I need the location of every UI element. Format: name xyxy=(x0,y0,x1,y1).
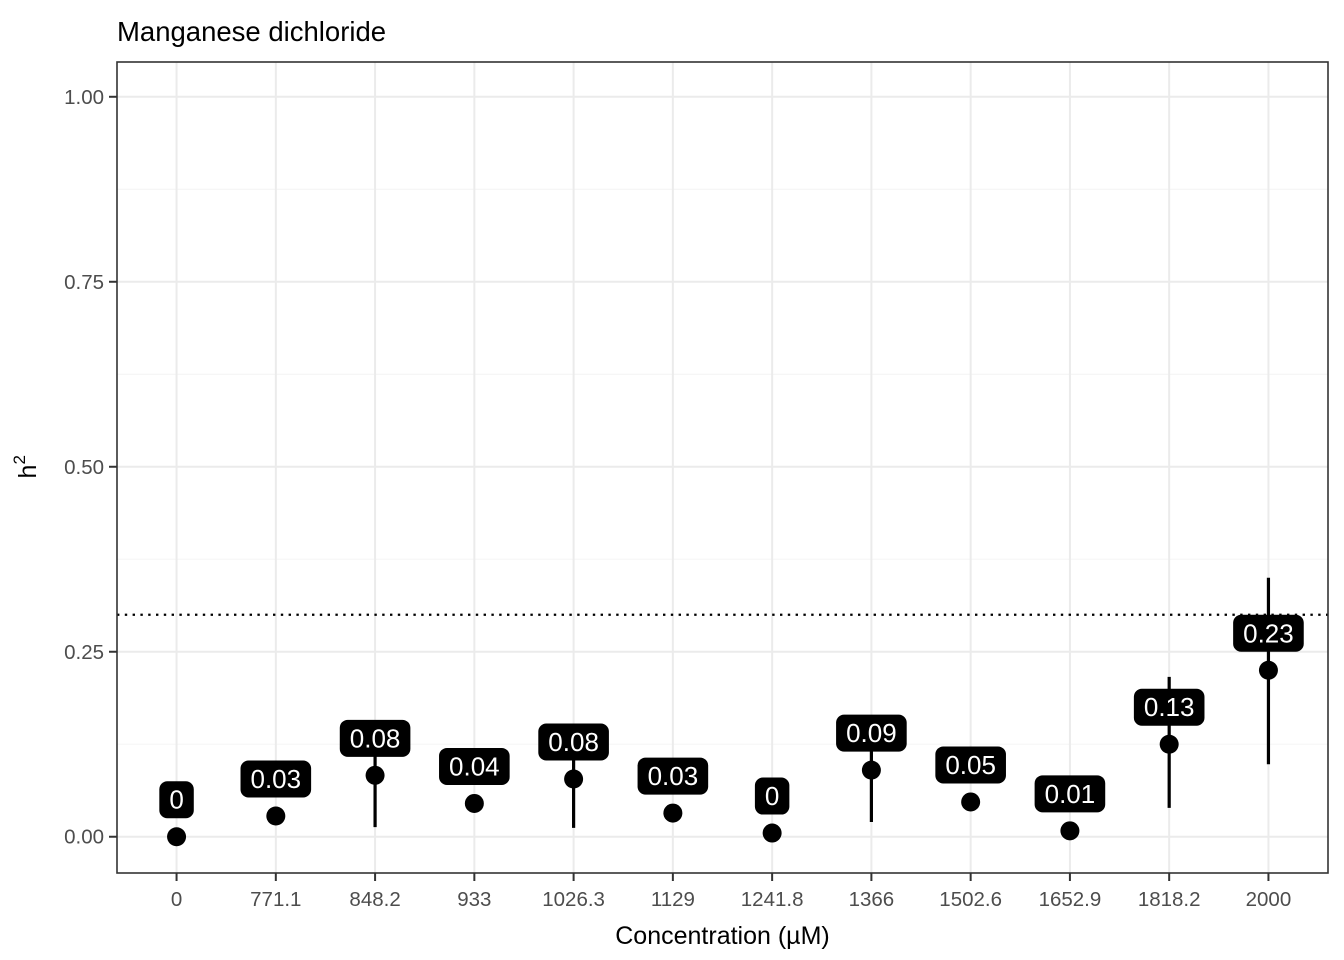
y-tick-label: 1.00 xyxy=(64,86,104,109)
data-point xyxy=(266,806,286,826)
point-label-text: 0.05 xyxy=(945,750,996,780)
point-label-text: 0.03 xyxy=(251,764,302,794)
point-label-box xyxy=(935,746,1006,784)
point-label-text: 0.23 xyxy=(1243,618,1294,648)
data-point xyxy=(861,760,881,780)
data-point xyxy=(167,827,187,847)
point-label-text: 0.13 xyxy=(1144,692,1195,722)
x-tick-label: 2000 xyxy=(1246,888,1292,911)
x-tick-label: 1818.2 xyxy=(1138,888,1201,911)
point-label-text: 0.08 xyxy=(548,727,599,757)
point-label-box xyxy=(754,777,790,815)
point-label-box xyxy=(538,723,609,761)
point-label-box xyxy=(339,719,411,757)
point-label-text: 0.03 xyxy=(648,761,699,791)
y-tick-label: 0.00 xyxy=(64,826,104,849)
plot-title: Manganese dichloride xyxy=(117,16,386,47)
data-point xyxy=(961,792,981,812)
point-label-text: 0.04 xyxy=(449,751,500,781)
point-label-box xyxy=(637,757,709,795)
data-point xyxy=(1159,734,1179,754)
x-tick-label: 1241.8 xyxy=(741,888,804,911)
point-label-box xyxy=(836,714,907,752)
x-tick-label: 848.2 xyxy=(349,888,400,911)
y-tick-label: 0.75 xyxy=(64,271,104,294)
x-tick-label: 933 xyxy=(457,888,491,911)
data-point xyxy=(564,769,584,789)
point-label-text: 0.08 xyxy=(350,723,401,753)
point-label-box xyxy=(1034,775,1106,813)
data-point xyxy=(1258,660,1278,680)
x-tick-label: 1366 xyxy=(849,888,895,911)
y-tick-label: 0.25 xyxy=(64,641,104,664)
point-label-box xyxy=(1233,614,1304,652)
x-tick-label: 1129 xyxy=(651,888,695,911)
x-tick-label: 771.1 xyxy=(250,888,301,911)
panel-border xyxy=(116,61,1329,874)
y-axis-title: h2 xyxy=(10,455,42,478)
point-label-box xyxy=(240,760,312,798)
point-label-box xyxy=(159,781,194,819)
point-label-text: 0 xyxy=(169,785,183,815)
point-label-box xyxy=(439,747,510,785)
data-point xyxy=(365,765,385,785)
point-label-text: 0.09 xyxy=(846,718,897,748)
data-point xyxy=(464,793,484,813)
point-label-box xyxy=(1133,688,1205,726)
data-point xyxy=(663,803,683,823)
x-tick-label: 1026.3 xyxy=(542,888,605,911)
data-point xyxy=(1060,821,1080,841)
x-tick-label: 0 xyxy=(171,888,182,911)
data-point xyxy=(762,823,782,843)
point-label-text: 0.01 xyxy=(1045,779,1096,809)
y-tick-label: 0.50 xyxy=(64,456,104,479)
point-label-text: 0 xyxy=(765,781,779,811)
x-axis-title: Concentration (µM) xyxy=(615,922,829,950)
x-tick-label: 1502.6 xyxy=(939,888,1002,911)
x-tick-label: 1652.9 xyxy=(1039,888,1102,911)
